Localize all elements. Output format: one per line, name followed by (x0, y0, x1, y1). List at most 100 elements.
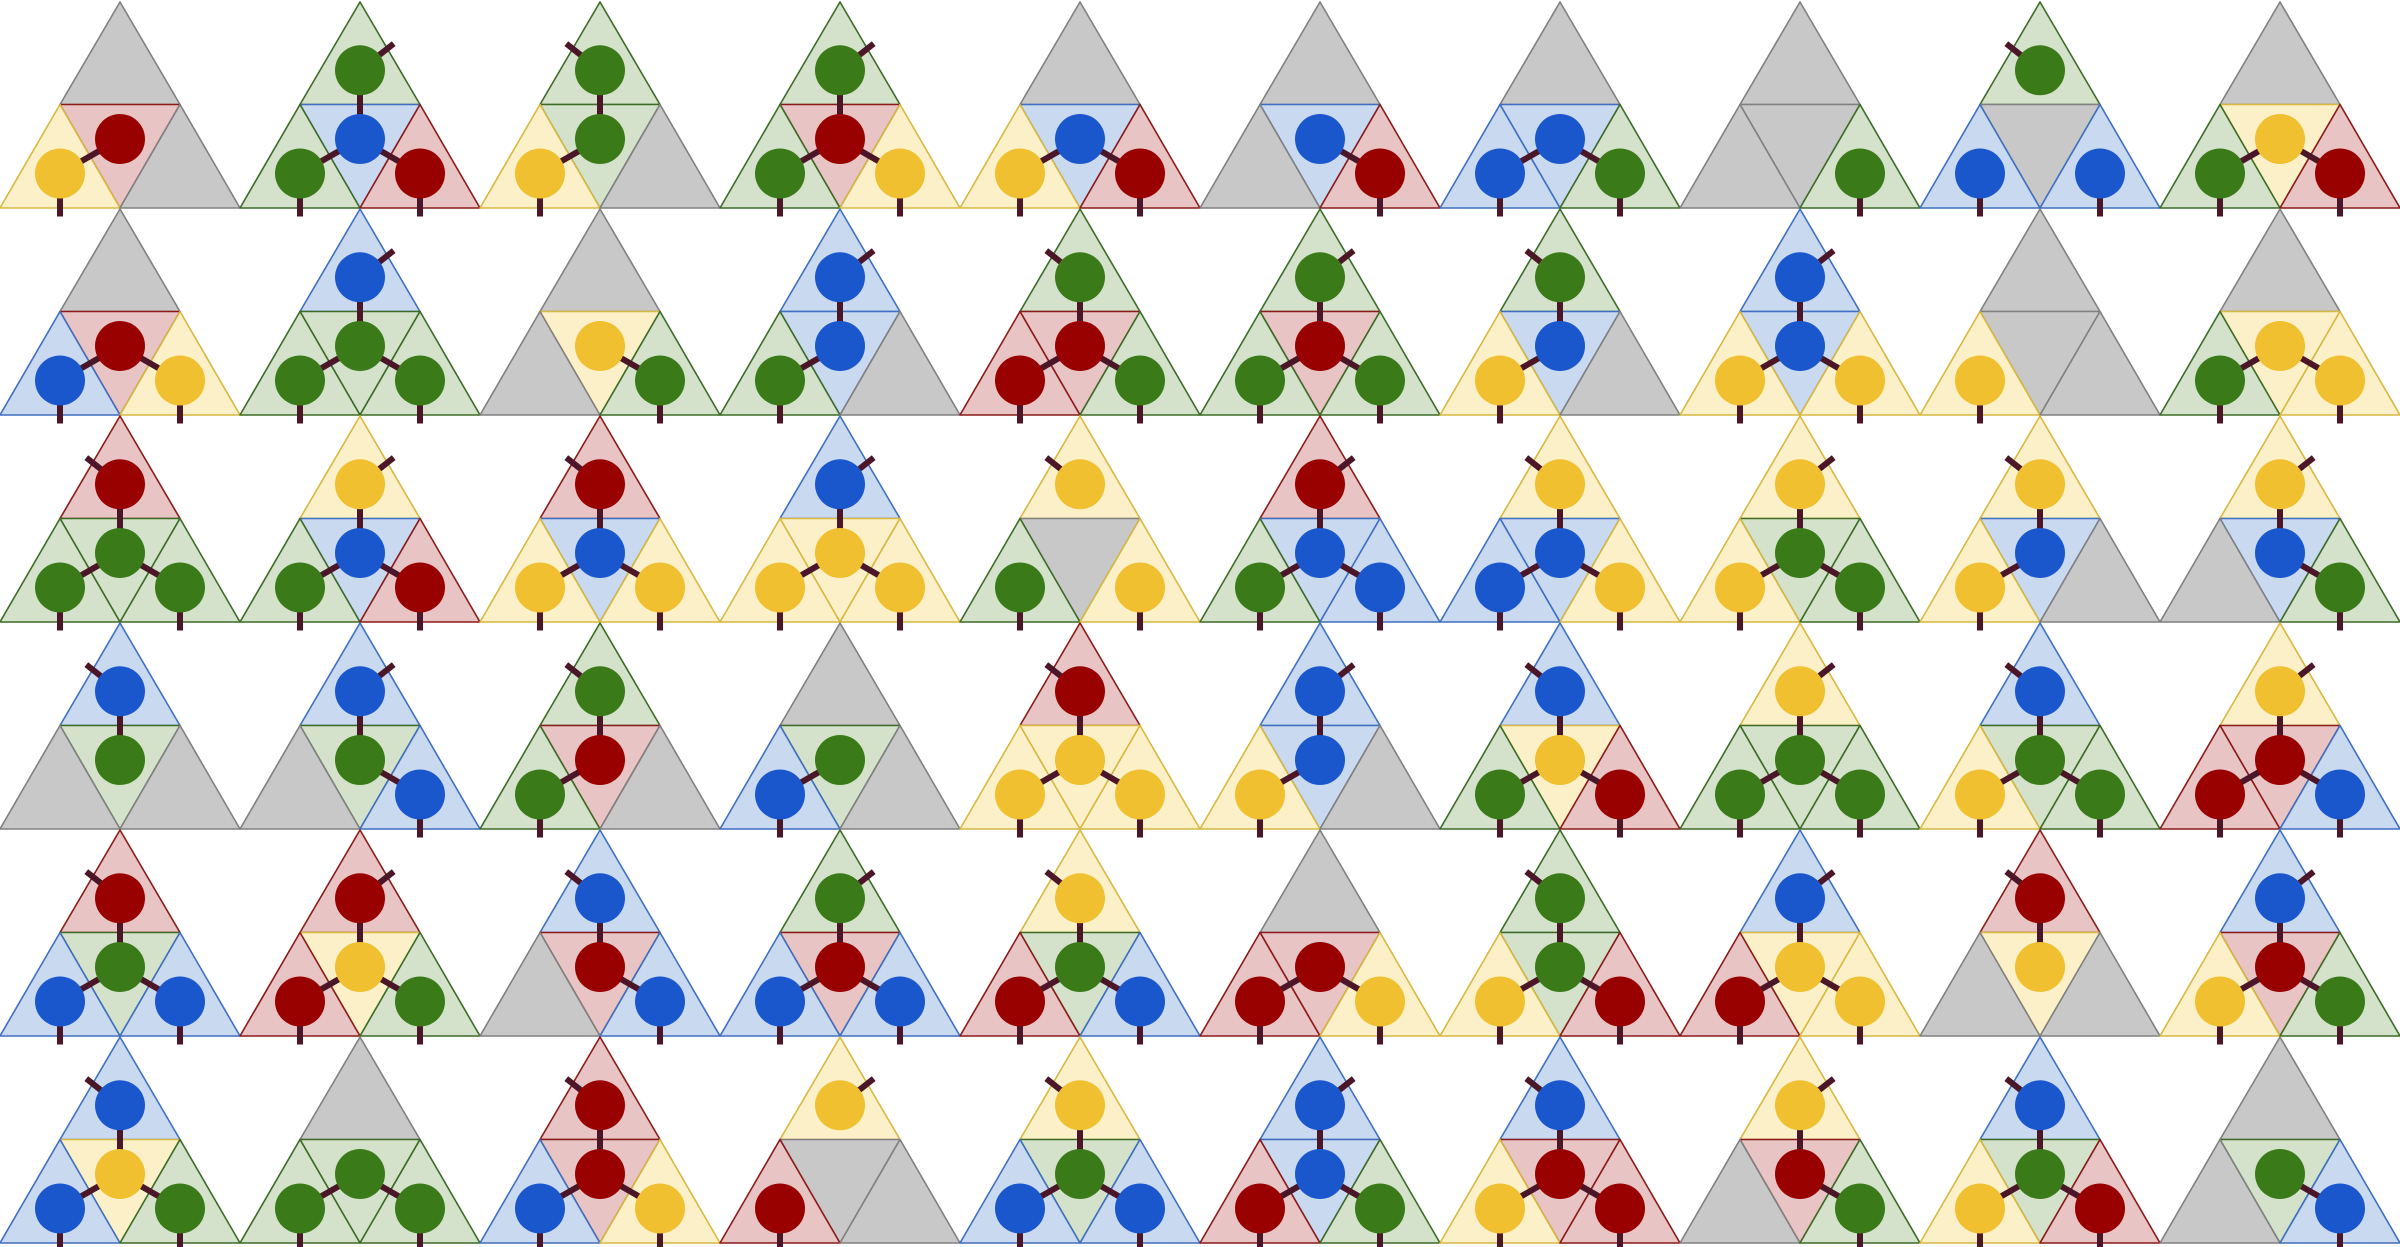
puzzle-tile[interactable] (0, 208, 241, 424)
puzzle-tile[interactable] (719, 1, 961, 217)
sub-triangle-right (839, 310, 961, 416)
sub-triangle-right (599, 724, 721, 830)
puzzle-tile[interactable] (1919, 208, 2161, 424)
puzzle-tile[interactable] (2159, 1036, 2400, 1247)
puzzle-tile[interactable] (1679, 415, 1921, 631)
puzzle-tile[interactable] (2159, 829, 2400, 1045)
yellow-dot (815, 528, 865, 578)
green-dot (995, 562, 1045, 613)
red-dot (95, 114, 145, 164)
blue-dot (575, 528, 625, 578)
red-dot (1055, 321, 1105, 371)
puzzle-tile[interactable] (959, 1036, 1201, 1247)
green-dot (1355, 1183, 1405, 1234)
yellow-dot (1055, 1080, 1105, 1131)
puzzle-tile[interactable] (1439, 1036, 1681, 1247)
puzzle-tile[interactable] (479, 1, 721, 217)
yellow-dot (635, 562, 685, 613)
puzzle-tile[interactable] (1439, 1, 1681, 217)
puzzle-tile[interactable] (1199, 1036, 1441, 1247)
puzzle-tile[interactable] (0, 829, 241, 1045)
puzzle-tile[interactable] (239, 1036, 481, 1247)
red-dot (995, 355, 1045, 406)
sub-triangle-top (2219, 1, 2341, 106)
puzzle-tile[interactable] (479, 622, 721, 838)
puzzle-tile[interactable] (959, 1, 1201, 217)
puzzle-tile[interactable] (719, 208, 961, 424)
puzzle-tile[interactable] (0, 415, 241, 631)
puzzle-tile[interactable] (479, 208, 721, 424)
puzzle-tile[interactable] (479, 415, 721, 631)
puzzle-tile[interactable] (239, 415, 481, 631)
blue-dot (755, 976, 805, 1027)
green-dot (1295, 252, 1345, 303)
puzzle-tile[interactable] (1919, 1036, 2161, 1247)
puzzle-tile[interactable] (719, 622, 961, 838)
yellow-dot (515, 148, 565, 199)
puzzle-tile[interactable] (1919, 415, 2161, 631)
puzzle-tile[interactable] (2159, 622, 2400, 838)
red-dot (1535, 1149, 1585, 1199)
puzzle-tile[interactable] (1199, 1, 1441, 217)
puzzle-tile[interactable] (0, 622, 241, 830)
yellow-dot (1535, 735, 1585, 785)
sub-triangle-left (1919, 931, 2041, 1037)
puzzle-tile[interactable] (1199, 829, 1441, 1045)
puzzle-tile[interactable] (0, 1, 241, 217)
yellow-dot (1535, 459, 1585, 510)
puzzle-tile[interactable] (1439, 622, 1681, 838)
blue-dot (815, 252, 865, 303)
blue-dot (755, 769, 805, 820)
green-dot (335, 1149, 385, 1199)
puzzle-tile[interactable] (1919, 1, 2161, 217)
puzzle-tile[interactable] (239, 1, 481, 217)
puzzle-tile[interactable] (1679, 208, 1921, 424)
sub-triangle-right (119, 724, 241, 830)
blue-dot (35, 976, 85, 1027)
blue-dot (875, 976, 925, 1027)
puzzle-tile[interactable] (479, 829, 721, 1045)
green-dot (1595, 148, 1645, 199)
puzzle-tile[interactable] (719, 829, 961, 1045)
yellow-dot (1235, 769, 1285, 820)
puzzle-tile[interactable] (239, 829, 481, 1045)
puzzle-tile[interactable] (239, 208, 481, 424)
sub-triangle-left (239, 724, 361, 830)
puzzle-tile[interactable] (1199, 415, 1441, 631)
red-dot (335, 873, 385, 924)
puzzle-tile[interactable] (1439, 829, 1681, 1045)
puzzle-tile[interactable] (1679, 1036, 1921, 1247)
yellow-dot (1475, 355, 1525, 406)
red-dot (1295, 321, 1345, 371)
puzzle-tile[interactable] (1919, 622, 2161, 838)
puzzle-tile[interactable] (1199, 622, 1441, 838)
puzzle-tile[interactable] (479, 1036, 721, 1247)
yellow-dot (2255, 114, 2305, 164)
yellow-dot (1955, 355, 2005, 406)
puzzle-tile[interactable] (1199, 208, 1441, 424)
blue-dot (1775, 873, 1825, 924)
puzzle-tile[interactable] (1439, 208, 1681, 424)
yellow-dot (1835, 976, 1885, 1027)
puzzle-tile[interactable] (959, 208, 1201, 424)
puzzle-tile[interactable] (1679, 829, 1921, 1045)
puzzle-tile[interactable] (959, 622, 1201, 838)
puzzle-tile[interactable] (959, 829, 1201, 1045)
puzzle-tile[interactable] (2159, 208, 2400, 424)
puzzle-tile[interactable] (959, 415, 1201, 631)
green-dot (95, 942, 145, 992)
red-dot (2075, 1183, 2125, 1234)
puzzle-tile[interactable] (1439, 415, 1681, 631)
green-dot (755, 355, 805, 406)
puzzle-tile[interactable] (1679, 622, 1921, 838)
puzzle-tile[interactable] (719, 1036, 961, 1247)
puzzle-tile[interactable] (0, 1036, 241, 1247)
puzzle-tile[interactable] (1679, 1, 1921, 217)
blue-dot (2075, 148, 2125, 199)
sub-triangle-left (1679, 1138, 1801, 1244)
puzzle-tile[interactable] (1919, 829, 2161, 1037)
puzzle-tile[interactable] (719, 415, 961, 631)
puzzle-tile[interactable] (2159, 415, 2400, 631)
puzzle-tile[interactable] (2159, 1, 2400, 217)
puzzle-tile[interactable] (239, 622, 481, 838)
